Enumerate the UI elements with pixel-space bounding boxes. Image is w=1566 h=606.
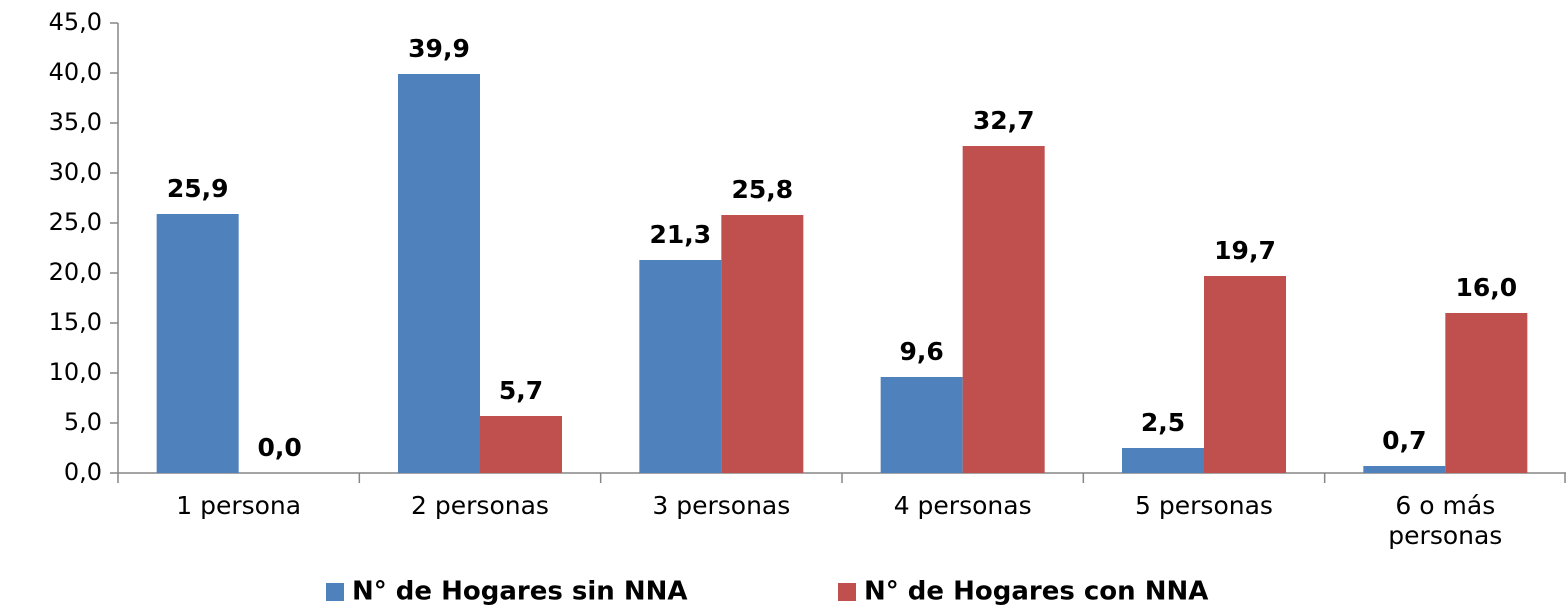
y-tick-label: 15,0 <box>49 308 102 336</box>
bar <box>1122 448 1204 473</box>
y-tick-label: 35,0 <box>49 108 102 136</box>
bar <box>156 214 239 473</box>
data-label: 21,3 <box>649 220 711 249</box>
data-label: 2,5 <box>1141 408 1185 437</box>
data-label: 25,8 <box>731 175 793 204</box>
bar <box>639 260 722 473</box>
y-tick-label: 40,0 <box>49 58 102 86</box>
x-tick-label: 3 personas <box>652 491 791 520</box>
data-label: 39,9 <box>408 34 470 63</box>
y-tick-label: 0,0 <box>64 458 102 486</box>
y-tick-label: 45,0 <box>49 8 102 36</box>
y-tick-label: 10,0 <box>49 358 102 386</box>
data-label: 5,7 <box>499 376 543 405</box>
bar <box>880 377 963 473</box>
bar <box>962 146 1045 473</box>
data-label: 9,6 <box>900 337 944 366</box>
x-tick-label: 4 personas <box>893 491 1032 520</box>
data-label: 16,0 <box>1455 273 1517 302</box>
legend-label: N° de Hogares con NNA <box>864 577 1208 606</box>
legend-label: N° de Hogares sin NNA <box>352 577 687 606</box>
legend-swatch <box>326 583 344 601</box>
data-label: 19,7 <box>1214 236 1276 265</box>
bar <box>480 416 562 473</box>
legend-swatch <box>838 583 856 601</box>
bar <box>1363 466 1446 473</box>
data-label: 32,7 <box>973 106 1035 135</box>
data-label: 0,0 <box>258 433 302 462</box>
y-tick-label: 30,0 <box>49 158 102 186</box>
y-tick-label: 20,0 <box>49 258 102 286</box>
y-tick-label: 5,0 <box>64 408 102 436</box>
bar <box>1445 313 1528 473</box>
bar <box>1204 276 1286 473</box>
x-tick-label: 5 personas <box>1135 491 1273 520</box>
data-label: 25,9 <box>167 174 229 203</box>
x-tick-label: 2 personas <box>411 491 549 520</box>
x-tick-label: 6 o más personas <box>1388 491 1503 550</box>
bar <box>721 215 804 473</box>
y-tick-label: 25,0 <box>49 208 102 236</box>
x-tick-label: 1 persona <box>176 491 302 520</box>
bar <box>398 74 480 473</box>
data-label: 0,7 <box>1382 426 1426 455</box>
